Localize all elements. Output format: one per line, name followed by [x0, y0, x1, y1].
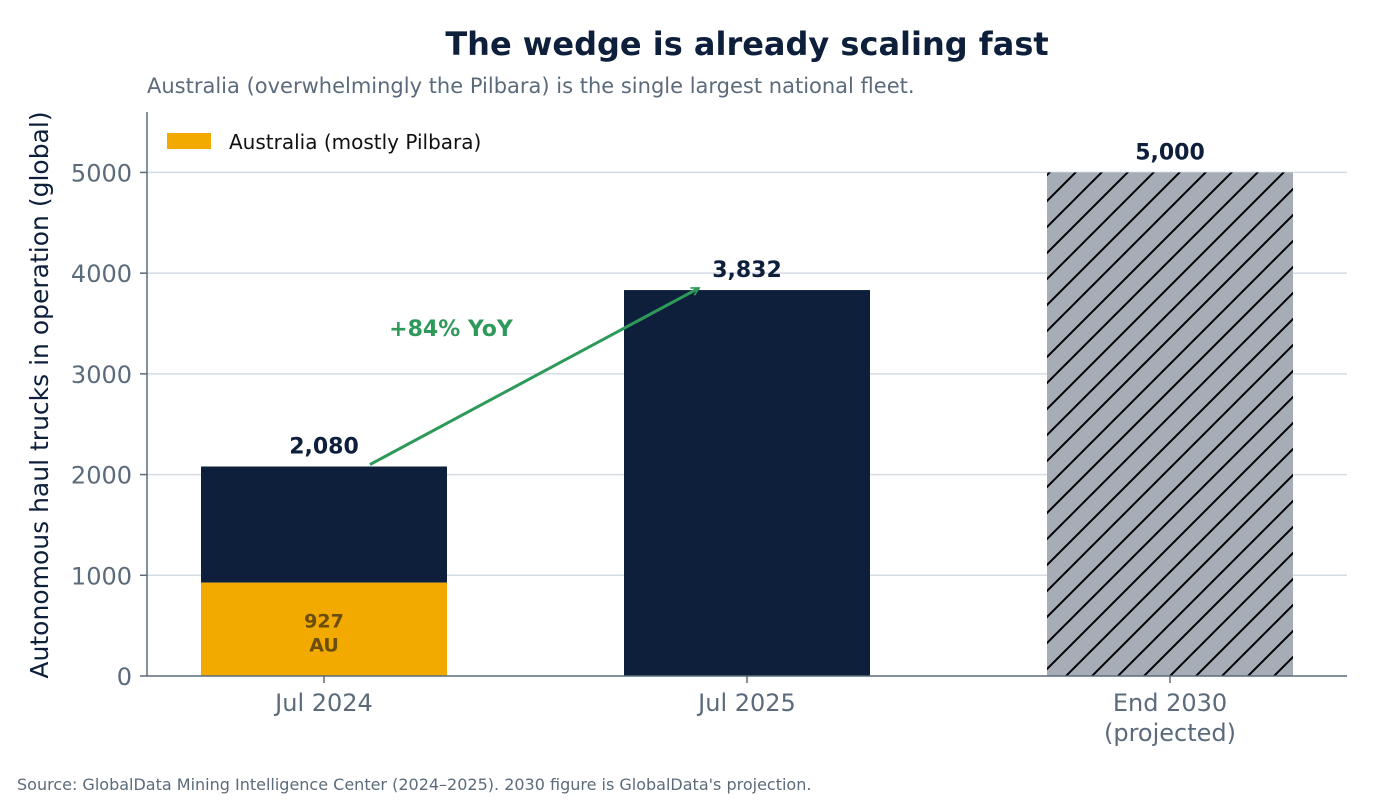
chart-title: The wedge is already scaling fast [445, 25, 1048, 63]
y-tick-label: 2000 [71, 462, 132, 490]
legend-label-australia: Australia (mostly Pilbara) [229, 130, 481, 154]
growth-annotation: +84% YoY [369, 286, 699, 466]
bar-total-label: 5,000 [1135, 140, 1205, 165]
segment-unit-label: AU [309, 634, 339, 656]
bar-rest-of-world [201, 466, 447, 583]
y-tick-label: 4000 [71, 260, 132, 288]
x-tick-label: Jul 2024 [273, 689, 373, 717]
y-tick-label: 5000 [71, 159, 132, 187]
bar-total [624, 290, 870, 676]
x-tick-label: End 2030 [1113, 689, 1227, 717]
y-tick-label: 3000 [71, 361, 132, 389]
x-tick-label: (projected) [1104, 719, 1236, 747]
y-axis-label: Autonomous haul trucks in operation (glo… [25, 111, 54, 678]
bar-total-label: 2,080 [289, 435, 359, 460]
growth-label: +84% YoY [389, 317, 514, 342]
bars [201, 172, 1293, 676]
x-tick-label: Jul 2025 [696, 689, 796, 717]
axes [140, 112, 1347, 683]
bar-segment-australia [201, 582, 447, 676]
tick-labels: 0 1000 2000 3000 4000 5000 Jul 2024 Jul 2025 End… [71, 159, 1236, 747]
source-note: Source: GlobalData Mining Intelligence C… [17, 775, 811, 794]
y-tick-label: 0 [117, 663, 132, 691]
bar-projected-hatch [1047, 172, 1293, 676]
legend-swatch-australia [167, 133, 211, 149]
bar-total-label: 3,832 [712, 258, 782, 283]
segment-value-label: 927 [304, 610, 344, 632]
chart-subtitle: Australia (overwhelmingly the Pilbara) i… [147, 74, 915, 98]
growth-arrow [369, 286, 699, 466]
legend: Australia (mostly Pilbara) [167, 130, 481, 154]
y-tick-label: 1000 [71, 562, 132, 590]
